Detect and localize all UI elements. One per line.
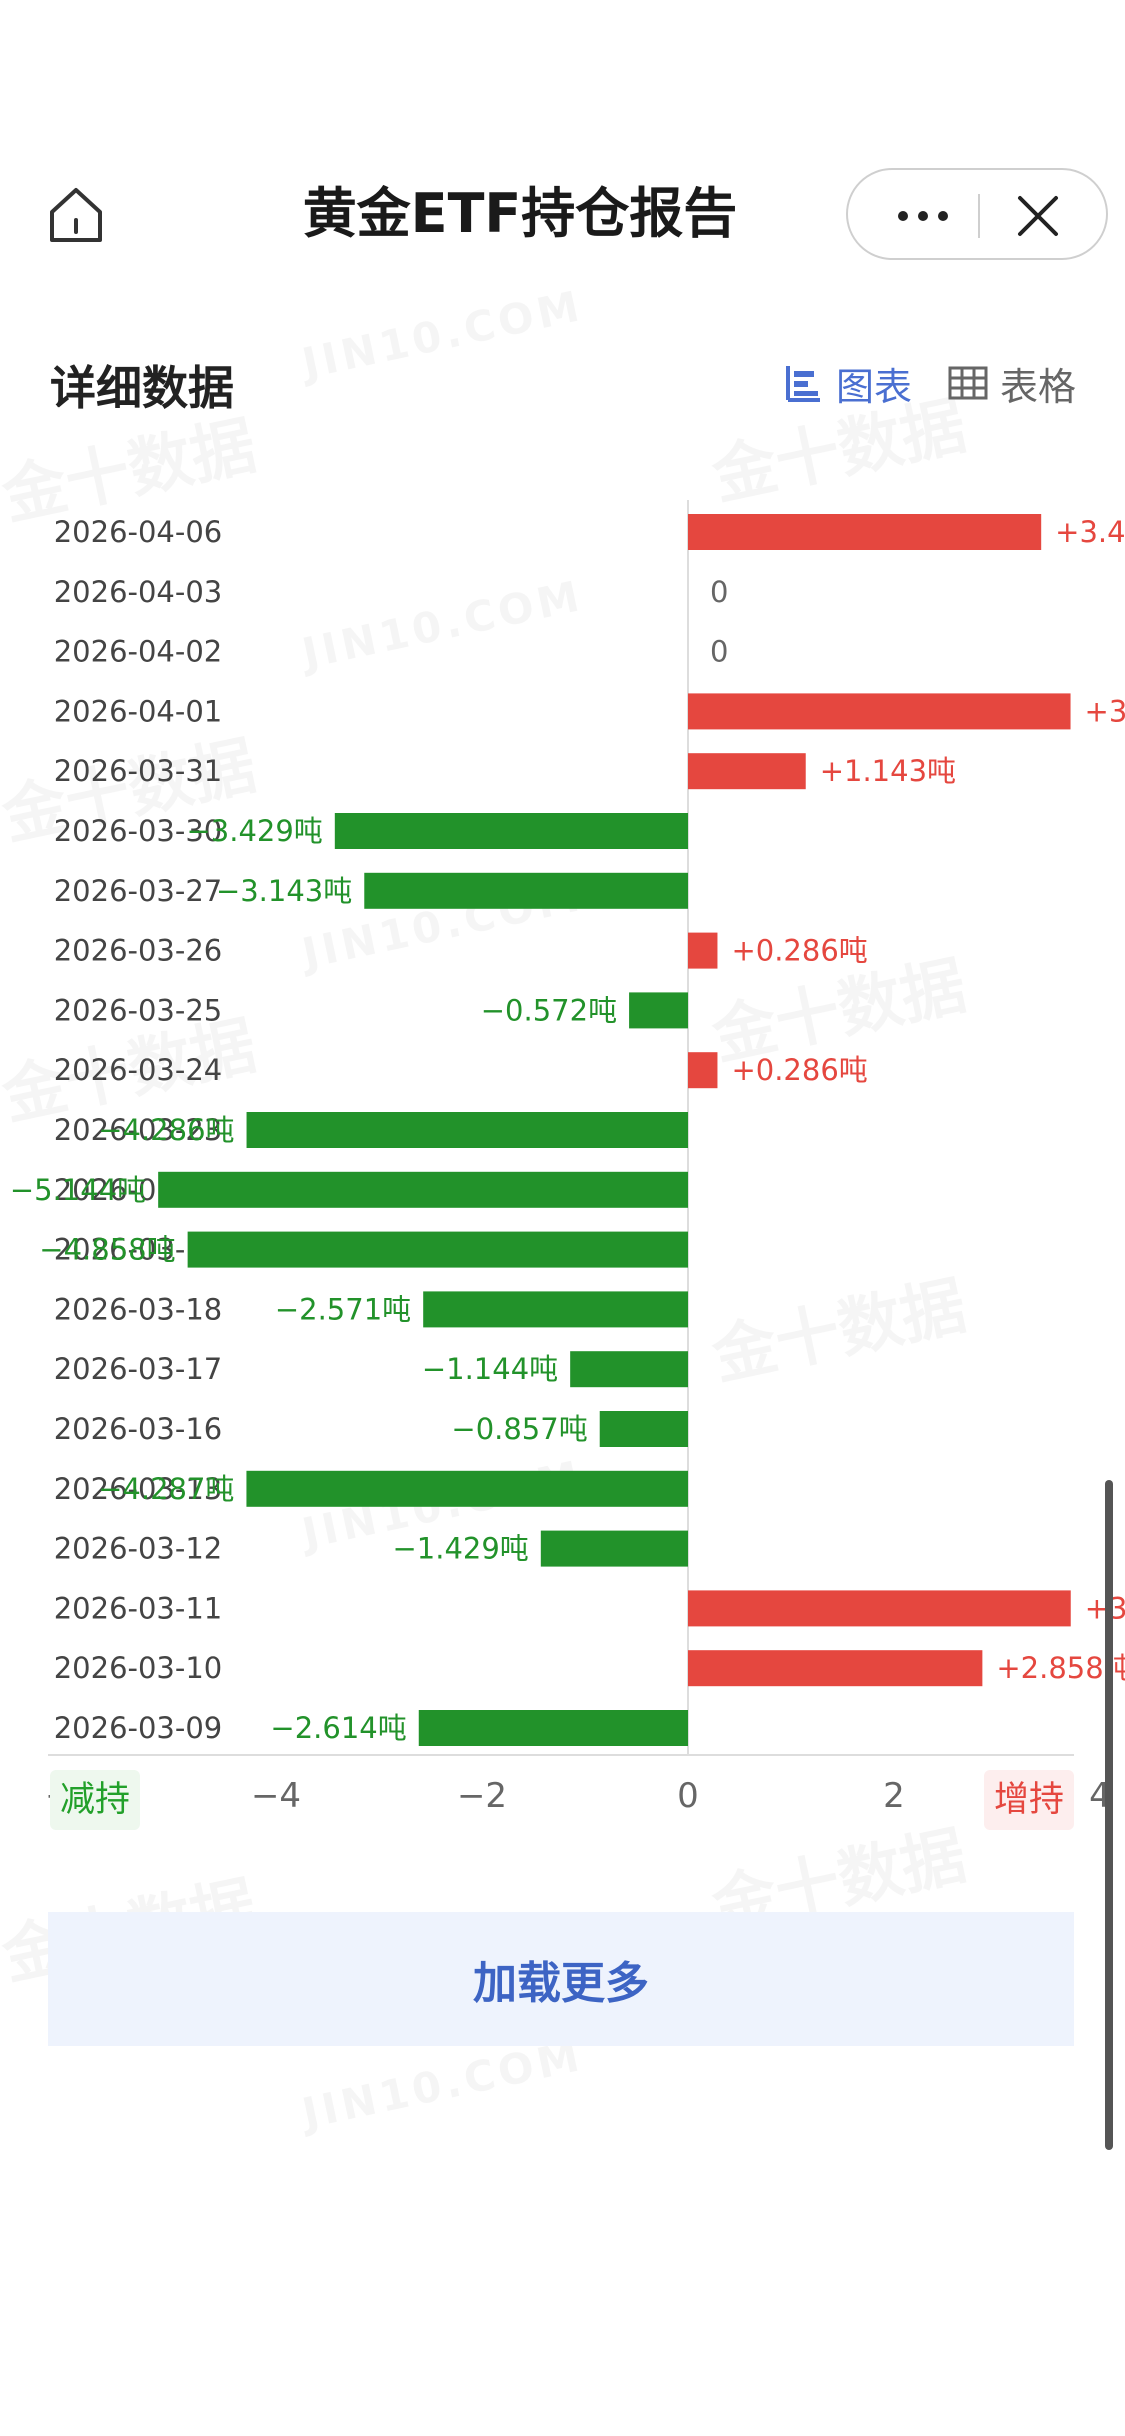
date-label: 2026-04-03 (54, 575, 223, 609)
value-label: +0.286吨 (731, 934, 867, 968)
bar (364, 872, 688, 909)
date-label: 2026-04-01 (54, 694, 223, 728)
value-label: −3.429吨 (186, 814, 322, 848)
date-label: 2026-03-17 (54, 1352, 223, 1386)
x-tick-label: −2 (457, 1776, 507, 1816)
value-label: +0.286吨 (731, 1053, 867, 1087)
value-label: +3.716吨 (1085, 1591, 1125, 1625)
watermark-text: JIN10.COM (298, 2031, 587, 2138)
table-icon (948, 366, 988, 400)
bar (688, 1590, 1071, 1627)
page-title: 黄金ETF持仓报告 (302, 182, 738, 245)
value-label: −2.571吨 (275, 1292, 411, 1326)
value-label: −4.287吨 (98, 1472, 234, 1506)
more-icon[interactable] (888, 196, 958, 236)
date-label: 2026-03-16 (54, 1412, 223, 1446)
x-tick-label: −4 (251, 1776, 301, 1816)
date-label: 2026-03-12 (54, 1532, 223, 1566)
value-label: −3.143吨 (216, 874, 352, 908)
date-label: 2026-03-27 (54, 874, 223, 908)
bar (688, 1650, 983, 1687)
watermark-text: JIN10.COM (298, 281, 587, 388)
x-tick-label: 0 (677, 1776, 699, 1816)
date-label: 2026-03-13 (54, 1472, 223, 1506)
bar (246, 1112, 689, 1148)
bar (688, 514, 1042, 550)
section-title: 详细数据 (50, 361, 234, 415)
legend-decrease: 减持 (50, 1770, 141, 1830)
value-label: −1.144吨 (422, 1352, 558, 1386)
date-label: 2026-03-30 (54, 814, 223, 848)
value-label: +3.714吨 (1085, 694, 1125, 728)
close-icon[interactable] (1014, 192, 1062, 240)
value-label: −1.429吨 (392, 1532, 528, 1566)
bar (688, 932, 718, 969)
load-more-button[interactable]: 加载更多 (48, 1912, 1074, 2046)
value-label: +2.858吨 (996, 1651, 1125, 1685)
bar (570, 1351, 688, 1388)
bar (629, 992, 688, 1029)
bar (599, 1411, 688, 1447)
value-label: +3.429吨 (1055, 515, 1125, 549)
value-label: −5.144吨 (10, 1173, 146, 1207)
value-label: −0.857吨 (451, 1412, 587, 1446)
home-icon[interactable] (44, 182, 108, 246)
chart-view-toggle[interactable]: 图表 (784, 358, 913, 409)
holdings-change-chart: 2026-04-06 +3.429吨 2026-04-03 0 2026-04-02 0 2… (10, 500, 1125, 1816)
date-label: 2026-03-24 (54, 1053, 223, 1087)
date-label: 2026-03-10 (54, 1651, 223, 1685)
date-label: 2026-04-02 (54, 635, 223, 669)
chart-view-label: 图表 (836, 364, 913, 409)
nav-header: 黄金ETF持仓报告 (0, 160, 1125, 270)
bar (423, 1291, 688, 1328)
date-label: 2026-03-31 (54, 754, 223, 788)
capsule-divider (978, 194, 980, 238)
date-label: 2026-03-18 (54, 1292, 223, 1326)
bar (158, 1171, 689, 1208)
bar (187, 1231, 688, 1268)
value-label: +1.143吨 (820, 754, 956, 788)
value-label: −4.858吨 (39, 1233, 175, 1267)
date-label: 2026-03-26 (54, 934, 223, 968)
value-label: 0 (710, 575, 728, 609)
bar-chart-icon (786, 366, 820, 402)
bar (246, 1470, 688, 1507)
table-view-toggle[interactable]: 表格 (948, 358, 1077, 409)
bar (540, 1530, 688, 1567)
legend-increase: 增持 (984, 1770, 1075, 1830)
bar (688, 753, 806, 790)
x-tick-label: 2 (883, 1776, 905, 1816)
date-label: 2026-03-09 (54, 1711, 223, 1745)
value-label: −0.572吨 (481, 993, 617, 1027)
date-label: 2026-04-06 (54, 515, 223, 549)
scrollbar[interactable] (1105, 1480, 1113, 2150)
date-label: 2026-03-25 (54, 993, 223, 1027)
value-label: 0 (710, 635, 728, 669)
value-label: −4.286吨 (98, 1113, 234, 1147)
date-label: 2026-03-11 (54, 1591, 223, 1625)
bar (418, 1710, 688, 1746)
date-label: 2026-03-23 (54, 1113, 223, 1147)
value-label: −2.614吨 (270, 1711, 406, 1745)
bar (688, 1052, 718, 1089)
table-view-label: 表格 (1000, 364, 1077, 409)
bar (334, 813, 688, 849)
mini-program-capsule (846, 168, 1108, 260)
bar (688, 693, 1071, 730)
